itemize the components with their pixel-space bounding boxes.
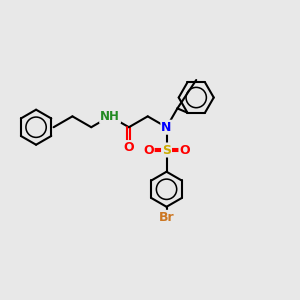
Text: S: S: [162, 143, 171, 157]
Text: NH: NH: [100, 110, 120, 123]
Text: O: O: [124, 141, 134, 154]
Text: O: O: [143, 143, 154, 157]
Text: Br: Br: [159, 211, 174, 224]
Text: N: N: [161, 121, 172, 134]
Text: O: O: [179, 143, 190, 157]
